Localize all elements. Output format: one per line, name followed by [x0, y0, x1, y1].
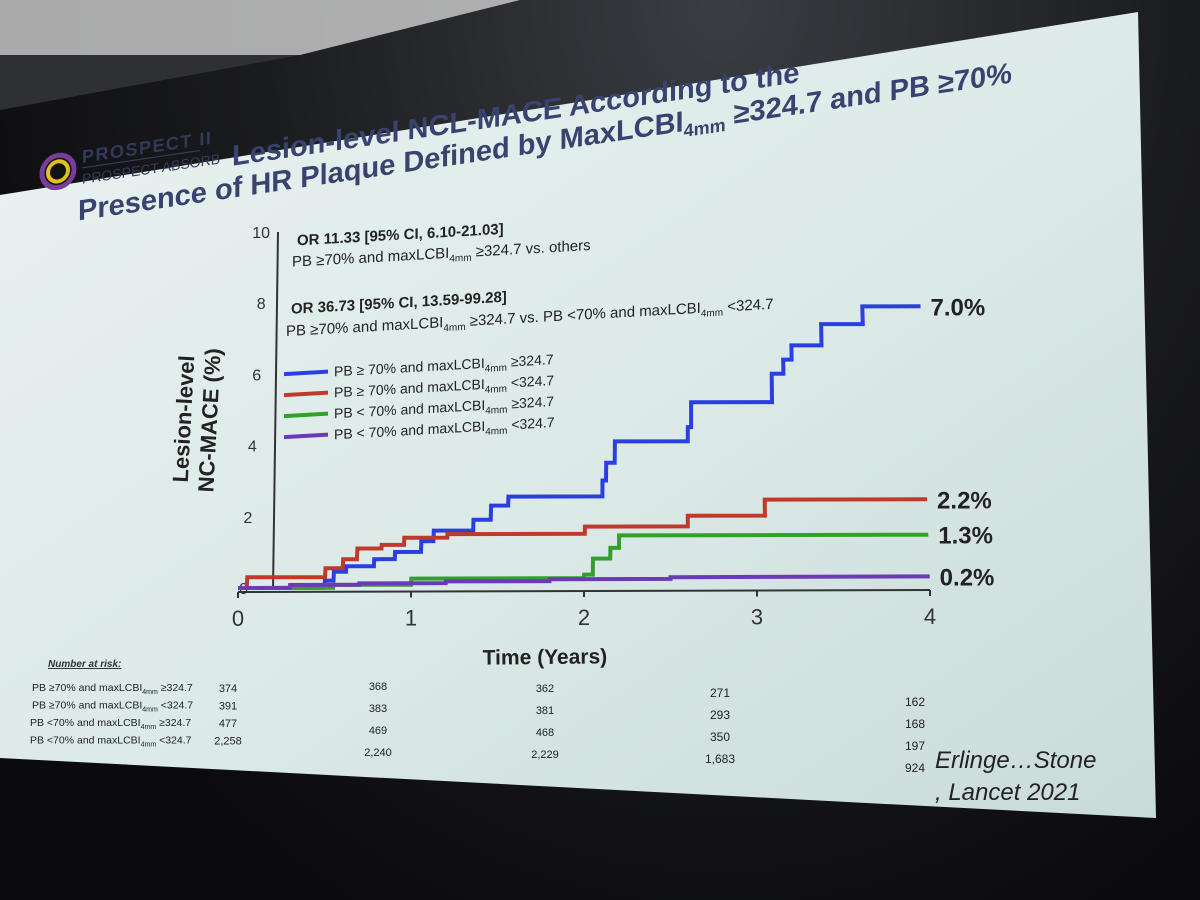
risk-cell: 293 [710, 708, 730, 722]
risk-cell: 2,229 [531, 749, 559, 761]
series-line-1 [237, 304, 921, 590]
risk-row-label: PB ≥70% and maxLCBI4mm ≥324.7 [32, 682, 193, 696]
end-label-4: 0.2% [940, 564, 995, 591]
risk-cell: 374 [219, 683, 237, 695]
logo-ring-icon [39, 152, 77, 191]
end-label-3: 1.3% [938, 523, 993, 550]
risk-cell: 350 [710, 730, 730, 744]
risk-row-label: PB <70% and maxLCBI4mm <324.7 [30, 735, 192, 749]
risk-table-title: Number at risk: [48, 659, 121, 670]
risk-cell: 168 [905, 717, 925, 731]
risk-cell: 924 [905, 761, 925, 775]
end-label-1: 7.0% [931, 294, 986, 321]
risk-cell: 477 [219, 718, 237, 730]
legend-swatch-2 [284, 390, 328, 398]
risk-cell: 383 [369, 703, 387, 715]
citation-line-2: , Lancet 2021 [935, 779, 1080, 806]
y-axis [272, 231, 279, 591]
y-tick-label: 10 [252, 225, 270, 242]
risk-cell: 2,258 [214, 736, 242, 748]
risk-cell: 197 [905, 739, 925, 753]
risk-cell: 362 [536, 683, 554, 695]
logo-inner-ring-icon [46, 159, 70, 184]
series-line-2 [238, 497, 928, 590]
risk-cell: 2,240 [364, 747, 392, 759]
series-line-4 [237, 574, 930, 590]
y-tick-label: 6 [252, 367, 261, 384]
end-label-2: 2.2% [937, 487, 992, 514]
x-axis-ticks: 0 1 2 3 4 [232, 590, 936, 631]
y-tick-label: 4 [248, 439, 257, 456]
risk-cell: 162 [905, 695, 925, 709]
x-tick-label: 4 [924, 604, 936, 629]
risk-cell: 271 [710, 686, 730, 700]
y-tick-label: 2 [243, 510, 252, 527]
series-end-labels: 7.0% 2.2% 1.3% 0.2% [931, 294, 995, 591]
citation-line-1: Erlinge…Stone [935, 747, 1096, 774]
x-tick-label: 3 [751, 605, 763, 630]
risk-cell: 381 [536, 705, 554, 717]
risk-cell: 1,683 [705, 752, 735, 766]
x-tick-label: 1 [405, 606, 417, 631]
x-tick-label: 0 [232, 606, 244, 631]
ceiling-shadow [0, 55, 300, 110]
risk-cell: 468 [536, 727, 554, 739]
series-lines [237, 304, 930, 590]
logo-divider [82, 149, 200, 169]
y-tick-label: 8 [257, 296, 266, 313]
risk-cell: 469 [369, 725, 387, 737]
risk-row-label: PB ≥70% and maxLCBI4mm <324.7 [32, 700, 193, 714]
y-axis-label: Lesion-level NC-MACE (%) [168, 348, 226, 493]
x-axis-label: Time (Years) [483, 645, 608, 669]
risk-row-label: PB <70% and maxLCBI4mm ≥324.7 [30, 717, 191, 731]
number-at-risk-table: Number at risk: PB ≥70% and maxLCBI4mm ≥… [30, 659, 925, 775]
legend-swatch-4 [284, 432, 328, 440]
risk-cell: 368 [369, 681, 387, 693]
risk-rows: PB ≥70% and maxLCBI4mm ≥324.7 374 368 362 27… [30, 681, 925, 775]
ceiling-light [0, 0, 520, 55]
plot-area: 0 2 4 6 8 10 0 1 2 3 4 7.0% 2.2% 1.3% 0.2% [232, 225, 995, 631]
legend-swatch-3 [284, 411, 328, 419]
projection-screen [0, 12, 1156, 818]
legend-swatch-1 [284, 369, 328, 377]
risk-cell: 391 [219, 701, 237, 713]
x-tick-label: 2 [578, 605, 590, 630]
